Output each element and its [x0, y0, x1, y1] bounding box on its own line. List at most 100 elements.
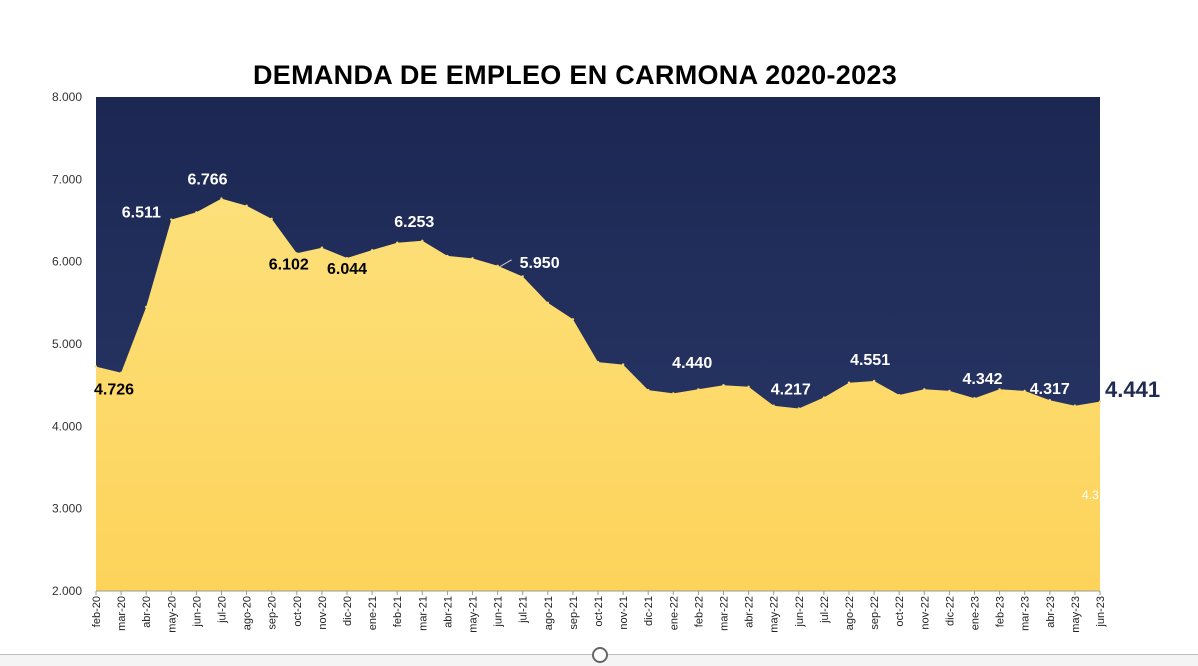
data-point: [94, 365, 98, 368]
data-label: 5.950: [520, 255, 560, 272]
data-point: [948, 389, 951, 393]
x-tick-label: abr-22: [744, 596, 756, 628]
data-point: [370, 248, 374, 252]
y-tick-label: 2.000: [52, 584, 82, 598]
data-point: [546, 301, 549, 305]
data-point: [923, 388, 926, 391]
data-point: [446, 254, 449, 258]
data-point: [747, 385, 750, 389]
x-tick-label: may-21: [468, 596, 480, 633]
y-tick-label: 3.000: [52, 502, 82, 516]
x-tick-label: nov-22: [919, 596, 931, 630]
data-label: 6.102: [269, 256, 309, 273]
x-tick-label: abr-20: [141, 596, 153, 628]
y-tick-label: 6.000: [52, 255, 82, 269]
data-label: 6.253: [394, 214, 434, 231]
y-tick-label: 4.000: [52, 419, 82, 433]
data-point: [647, 388, 650, 392]
x-tick-label: ene-23: [970, 596, 982, 630]
x-tick-label: may-23: [1070, 596, 1082, 633]
x-tick-label: jun-20: [191, 596, 203, 628]
data-point: [421, 239, 424, 243]
data-point: [1023, 389, 1026, 393]
data-point: [170, 218, 173, 221]
x-tick-label: abr-21: [442, 596, 454, 628]
data-point: [145, 305, 148, 309]
data-point: [119, 371, 123, 375]
data-point: [521, 275, 524, 278]
x-tick-label: ene-21: [367, 596, 379, 630]
data-point: [496, 264, 499, 267]
data-label: 6.511: [122, 205, 161, 222]
data-point: [697, 388, 700, 391]
data-point: [571, 318, 575, 321]
data-point: [596, 360, 600, 364]
x-tick-label: sep-20: [267, 596, 279, 630]
scroll-handle[interactable]: [592, 647, 608, 663]
data-point: [772, 404, 775, 407]
data-point: [973, 396, 976, 400]
x-tick-label: dic-22: [944, 596, 956, 626]
x-tick-label: mar-23: [1020, 596, 1032, 631]
data-point: [245, 204, 248, 207]
data-point: [471, 257, 474, 260]
x-tick-label: jun-23: [1095, 596, 1107, 628]
x-tick-label: feb-20: [91, 596, 103, 627]
x-tick-label: dic-20: [342, 596, 354, 626]
area-series: [96, 198, 1100, 591]
data-point: [872, 379, 876, 383]
x-tick-label: may-22: [769, 596, 781, 633]
data-label: 6.044: [327, 261, 367, 278]
x-tick-label: ago-22: [844, 596, 856, 630]
data-point: [295, 252, 298, 255]
x-tick-label: oct-20: [292, 596, 304, 627]
data-point: [270, 217, 273, 221]
x-tick-label: nov-20: [317, 596, 329, 630]
data-label: 4.217: [771, 381, 811, 398]
data-point: [1073, 404, 1077, 407]
data-point: [1048, 399, 1052, 402]
data-point: [220, 197, 223, 200]
data-point: [672, 392, 675, 395]
x-tick-label: ene-22: [668, 596, 680, 630]
data-label: 4.551: [850, 352, 890, 369]
x-tick-label: ago-21: [543, 596, 555, 630]
x-tick-label: jun-21: [493, 596, 505, 628]
data-label: 4.317: [1030, 381, 1070, 398]
data-point: [320, 246, 324, 249]
x-tick-label: dic-21: [643, 596, 655, 626]
y-tick-label: 8.000: [52, 90, 82, 104]
x-tick-label: abr-23: [1045, 596, 1057, 628]
data-point: [797, 407, 800, 410]
data-point: [898, 393, 901, 397]
data-label: 4.440: [672, 355, 712, 372]
x-tick-label: may-20: [166, 596, 178, 633]
data-point: [345, 256, 349, 260]
x-tick-label: feb-23: [995, 596, 1007, 627]
data-label: 4.342: [962, 371, 1002, 388]
x-tick-label: sep-22: [869, 596, 881, 630]
x-tick-label: feb-22: [693, 596, 705, 627]
x-tick-label: feb-21: [392, 596, 404, 627]
label-leader-line: [499, 259, 512, 268]
x-tick-label: oct-21: [593, 596, 605, 627]
data-point: [195, 211, 198, 214]
x-tick-label: sep-21: [568, 596, 580, 630]
x-tick-label: mar-21: [417, 596, 429, 631]
x-tick-label: mar-20: [116, 596, 128, 631]
clipped-data-label: 4.3: [1082, 488, 1099, 502]
end-value-label: 4.441: [1105, 377, 1160, 402]
data-point: [847, 381, 851, 384]
x-tick-label: mar-22: [719, 596, 731, 631]
x-tick-label: jun-22: [794, 596, 806, 628]
data-point: [621, 363, 625, 366]
y-tick-label: 7.000: [52, 172, 82, 186]
data-point: [1098, 400, 1102, 403]
x-tick-label: jul-21: [518, 596, 530, 624]
y-tick-label: 5.000: [52, 337, 82, 351]
data-point: [396, 241, 399, 244]
data-point: [822, 396, 826, 399]
x-tick-label: jul-22: [819, 596, 831, 624]
data-point: [998, 388, 1001, 391]
